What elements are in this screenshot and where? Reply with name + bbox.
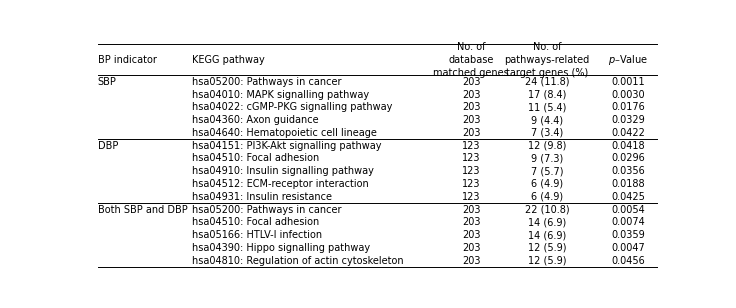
Text: 0.0422: 0.0422 — [611, 128, 645, 138]
Text: hsa04640: Hematopoietic cell lineage: hsa04640: Hematopoietic cell lineage — [192, 128, 377, 138]
Text: 24 (11.8): 24 (11.8) — [525, 77, 569, 87]
Text: $p$–Value: $p$–Value — [608, 53, 648, 67]
Text: 17 (8.4): 17 (8.4) — [528, 90, 566, 99]
Text: 7 (3.4): 7 (3.4) — [531, 128, 563, 138]
Text: hsa04010: MAPK signalling pathway: hsa04010: MAPK signalling pathway — [192, 90, 369, 99]
Text: DBP: DBP — [98, 141, 118, 151]
Text: BP indicator: BP indicator — [98, 55, 157, 65]
Text: 203: 203 — [462, 217, 481, 227]
Text: Both SBP and DBP: Both SBP and DBP — [98, 205, 188, 215]
Text: 0.0074: 0.0074 — [612, 217, 645, 227]
Text: 0.0054: 0.0054 — [612, 205, 645, 215]
Text: 12 (5.9): 12 (5.9) — [528, 256, 566, 265]
Text: 123: 123 — [462, 179, 481, 189]
Text: hsa05166: HTLV-I infection: hsa05166: HTLV-I infection — [192, 230, 322, 240]
Text: 14 (6.9): 14 (6.9) — [528, 230, 566, 240]
Text: hsa04390: Hippo signalling pathway: hsa04390: Hippo signalling pathway — [192, 243, 370, 253]
Text: hsa04022: cGMP-PKG signalling pathway: hsa04022: cGMP-PKG signalling pathway — [192, 102, 392, 112]
Text: 0.0030: 0.0030 — [612, 90, 645, 99]
Text: hsa04512: ECM-receptor interaction: hsa04512: ECM-receptor interaction — [192, 179, 369, 189]
Text: 123: 123 — [462, 166, 481, 176]
Text: hsa04510: Focal adhesion: hsa04510: Focal adhesion — [192, 217, 319, 227]
Text: 14 (6.9): 14 (6.9) — [528, 217, 566, 227]
Text: hsa05200: Pathways in cancer: hsa05200: Pathways in cancer — [192, 205, 342, 215]
Text: hsa04931: Insulin resistance: hsa04931: Insulin resistance — [192, 192, 332, 202]
Text: 0.0011: 0.0011 — [612, 77, 645, 87]
Text: 7 (5.7): 7 (5.7) — [531, 166, 563, 176]
Text: 6 (4.9): 6 (4.9) — [531, 179, 563, 189]
Text: 123: 123 — [462, 192, 481, 202]
Text: 0.0356: 0.0356 — [612, 166, 645, 176]
Text: 9 (7.3): 9 (7.3) — [531, 153, 563, 164]
Text: 0.0188: 0.0188 — [612, 179, 645, 189]
Text: 123: 123 — [462, 153, 481, 164]
Text: 203: 203 — [462, 230, 481, 240]
Text: 0.0329: 0.0329 — [612, 115, 645, 125]
Text: hsa05200: Pathways in cancer: hsa05200: Pathways in cancer — [192, 77, 342, 87]
Text: 22 (10.8): 22 (10.8) — [525, 205, 569, 215]
Text: 12 (5.9): 12 (5.9) — [528, 243, 566, 253]
Text: No. of
database
matched genes: No. of database matched genes — [434, 42, 509, 78]
Text: hsa04151: PI3K-Akt signalling pathway: hsa04151: PI3K-Akt signalling pathway — [192, 141, 381, 151]
Text: 11 (5.4): 11 (5.4) — [528, 102, 566, 112]
Text: hsa04510: Focal adhesion: hsa04510: Focal adhesion — [192, 153, 319, 164]
Text: 6 (4.9): 6 (4.9) — [531, 192, 563, 202]
Text: hsa04910: Insulin signalling pathway: hsa04910: Insulin signalling pathway — [192, 166, 374, 176]
Text: 0.0425: 0.0425 — [611, 192, 645, 202]
Text: SBP: SBP — [98, 77, 116, 87]
Text: hsa04360: Axon guidance: hsa04360: Axon guidance — [192, 115, 319, 125]
Text: 203: 203 — [462, 102, 481, 112]
Text: 0.0418: 0.0418 — [612, 141, 645, 151]
Text: 123: 123 — [462, 141, 481, 151]
Text: 203: 203 — [462, 256, 481, 265]
Text: 203: 203 — [462, 115, 481, 125]
Text: 0.0047: 0.0047 — [612, 243, 645, 253]
Text: No. of
pathways-related
target genes (%): No. of pathways-related target genes (%) — [504, 42, 590, 78]
Text: 9 (4.4): 9 (4.4) — [531, 115, 563, 125]
Text: 12 (9.8): 12 (9.8) — [528, 141, 566, 151]
Text: 203: 203 — [462, 205, 481, 215]
Text: KEGG pathway: KEGG pathway — [192, 55, 264, 65]
Text: 0.0296: 0.0296 — [612, 153, 645, 164]
Text: 0.0456: 0.0456 — [612, 256, 645, 265]
Text: 0.0359: 0.0359 — [612, 230, 645, 240]
Text: 0.0176: 0.0176 — [612, 102, 645, 112]
Text: 203: 203 — [462, 243, 481, 253]
Text: 203: 203 — [462, 90, 481, 99]
Text: hsa04810: Regulation of actin cytoskeleton: hsa04810: Regulation of actin cytoskelet… — [192, 256, 403, 265]
Text: 203: 203 — [462, 128, 481, 138]
Text: 203: 203 — [462, 77, 481, 87]
